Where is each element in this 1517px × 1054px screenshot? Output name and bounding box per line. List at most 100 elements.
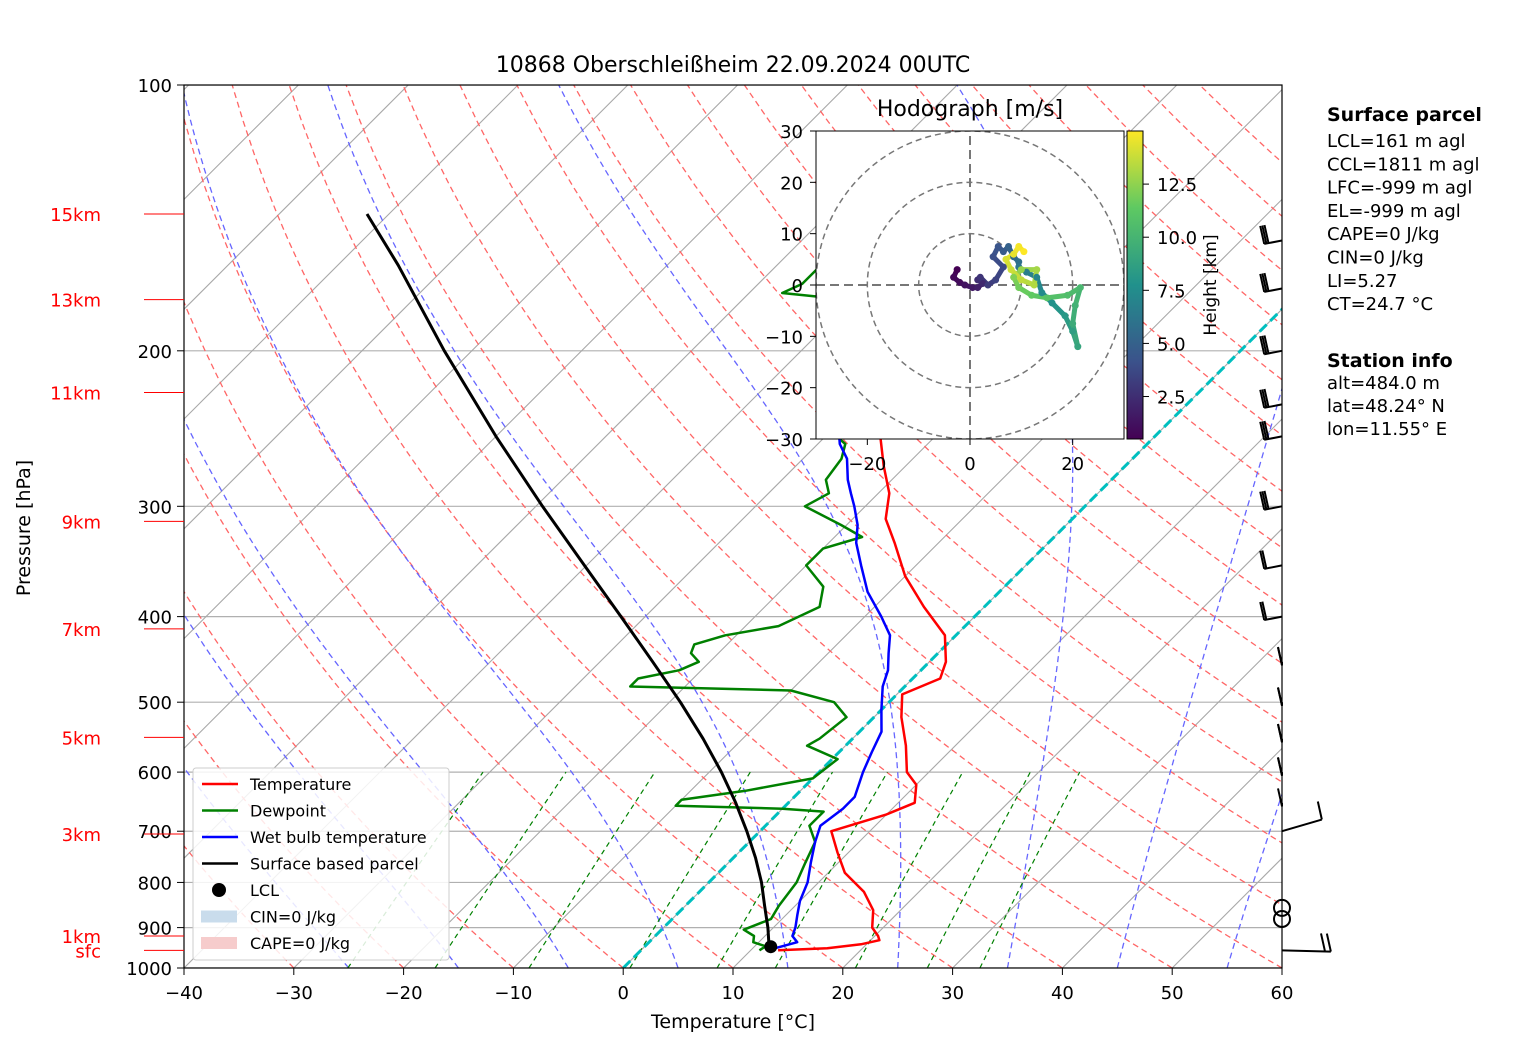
hodograph-point <box>1038 289 1046 297</box>
wind-barb-feather <box>1325 933 1332 952</box>
dry-adiabat <box>516 85 1282 844</box>
isotherm-line <box>842 528 1282 968</box>
calm-wind-circle <box>1273 909 1291 928</box>
wind-barb-feather <box>1277 687 1283 706</box>
wind-barb-feather <box>1259 225 1266 245</box>
mixing-ratio-line <box>716 771 834 968</box>
wind-barb-feather <box>1277 723 1283 743</box>
dry-adiabat <box>184 115 844 968</box>
wind-barb-staff <box>1264 615 1283 622</box>
colorbar-tick-label: 2.5 <box>1157 388 1186 409</box>
wind-barb-feather <box>1259 421 1266 441</box>
hodograph-point <box>974 284 982 292</box>
isotherm-line <box>732 418 1282 968</box>
height-label: 5km <box>62 728 101 749</box>
colorbar-tick-label: 7.5 <box>1157 281 1186 302</box>
colorbar-label: Height [km] <box>1201 234 1221 335</box>
mixing-ratio-line <box>926 771 1031 968</box>
hodograph-y-tick-label: 0 <box>792 276 803 297</box>
hodograph-point <box>1005 243 1012 250</box>
height-label: sfc <box>75 941 101 962</box>
hodograph-point <box>1030 281 1038 289</box>
hodograph-point <box>1010 250 1018 258</box>
surface-parcel-line: LFC=-999 m agl <box>1327 178 1472 199</box>
y-tick-label: 200 <box>138 342 172 363</box>
isotherm-line <box>952 637 1282 968</box>
hodograph-ticks: −20 0 20 30 20 10 0 −10 −20 −30 <box>765 122 1084 475</box>
wind-barb-feather <box>1261 601 1268 620</box>
hodograph-point <box>953 266 961 274</box>
lcl-point <box>764 940 778 954</box>
wind-barb-feather <box>1261 421 1268 440</box>
isotherm-line <box>513 198 1282 968</box>
hodograph-point <box>1033 266 1041 274</box>
wind-barb-staff <box>1264 564 1283 570</box>
y-axis-ticks: 100 200 300 400 500 600 700 800 900 1000 <box>126 76 184 980</box>
legend-label: CIN=0 J/kg <box>250 908 336 927</box>
height-label: 9km <box>62 512 101 533</box>
surface-parcel-line: CIN=0 J/kg <box>1327 248 1424 269</box>
x-tick-label: −20 <box>385 983 423 1004</box>
y-tick-label: 700 <box>138 822 172 843</box>
wind-barb-feather <box>1259 491 1266 510</box>
legend-swatch-patch <box>201 910 237 923</box>
height-label: 15km <box>50 205 101 226</box>
isotherm-line <box>184 85 629 530</box>
surface-parcel-title: Surface parcel <box>1327 104 1482 126</box>
hodograph-point <box>1010 273 1018 281</box>
wind-barb-feather <box>1277 788 1283 807</box>
x-tick-label: 20 <box>831 983 854 1004</box>
isotherm-line <box>1062 747 1282 968</box>
hodograph-point <box>1033 273 1041 281</box>
calm-wind-circle <box>1273 898 1291 917</box>
hodograph-point <box>1064 291 1072 299</box>
dry-adiabat <box>459 85 1282 906</box>
hodograph-x-tick-label: 20 <box>1061 454 1084 475</box>
height-label: 13km <box>50 291 101 312</box>
moist-adiabat <box>1226 792 1282 968</box>
hodograph-point <box>950 273 958 281</box>
hodograph-segment <box>1070 321 1081 350</box>
hodograph-point <box>989 253 997 261</box>
dry-adiabat <box>288 85 1063 968</box>
wind-barb-staff <box>1264 403 1283 409</box>
wind-barb-feather <box>1263 420 1270 440</box>
hodograph-point <box>1074 343 1082 351</box>
height-label: 7km <box>62 620 101 641</box>
hodograph-point <box>1069 327 1077 335</box>
colorbar-tick-label: 5.0 <box>1157 334 1186 355</box>
y-tick-label: 300 <box>138 497 172 518</box>
hodograph-point <box>961 281 969 289</box>
y-tick-label: 1000 <box>126 959 172 980</box>
wind-barb-staff <box>1264 239 1283 245</box>
x-tick-label: 50 <box>1161 983 1184 1004</box>
hodograph-x-tick-label: 0 <box>964 454 975 475</box>
wind-barb-staff <box>1281 949 1331 953</box>
y-tick-label: 900 <box>138 919 172 940</box>
x-tick-label: 0 <box>617 983 628 1004</box>
hodograph-y-tick-label: −30 <box>765 430 803 451</box>
surface-parcel-line: CAPE=0 J/kg <box>1327 224 1440 245</box>
wind-barb-feather <box>1261 550 1268 569</box>
surface-parcel-line: LCL=161 m agl <box>1327 131 1466 152</box>
wind-barb-feather <box>1263 272 1270 292</box>
legend-label: Temperature <box>249 775 351 794</box>
legend: Temperature Dewpoint Wet bulb temperature S… <box>192 767 450 961</box>
mixing-ratio-line <box>774 771 888 968</box>
x-tick-label: 60 <box>1271 983 1294 1004</box>
legend-entries: Temperature Dewpoint Wet bulb temperature S… <box>201 775 427 953</box>
moist-adiabat <box>956 85 1074 968</box>
wind-barb-feather <box>1259 550 1266 570</box>
surface-parcel-line: EL=-999 m agl <box>1327 201 1461 222</box>
surface-parcel-line: CCL=1811 m agl <box>1327 154 1480 175</box>
wind-barb-feather <box>1263 388 1270 408</box>
x-axis-label: Temperature [°C] <box>650 1011 815 1033</box>
wind-barb-feather <box>1259 336 1266 355</box>
hodograph-y-tick-label: 10 <box>780 225 803 246</box>
wind-barb-feather <box>1259 601 1266 621</box>
height-label: 11km <box>50 384 101 405</box>
station-info-line: alt=484.0 m <box>1327 373 1440 394</box>
surface-parcel-line: CT=24.7 °C <box>1327 294 1433 315</box>
